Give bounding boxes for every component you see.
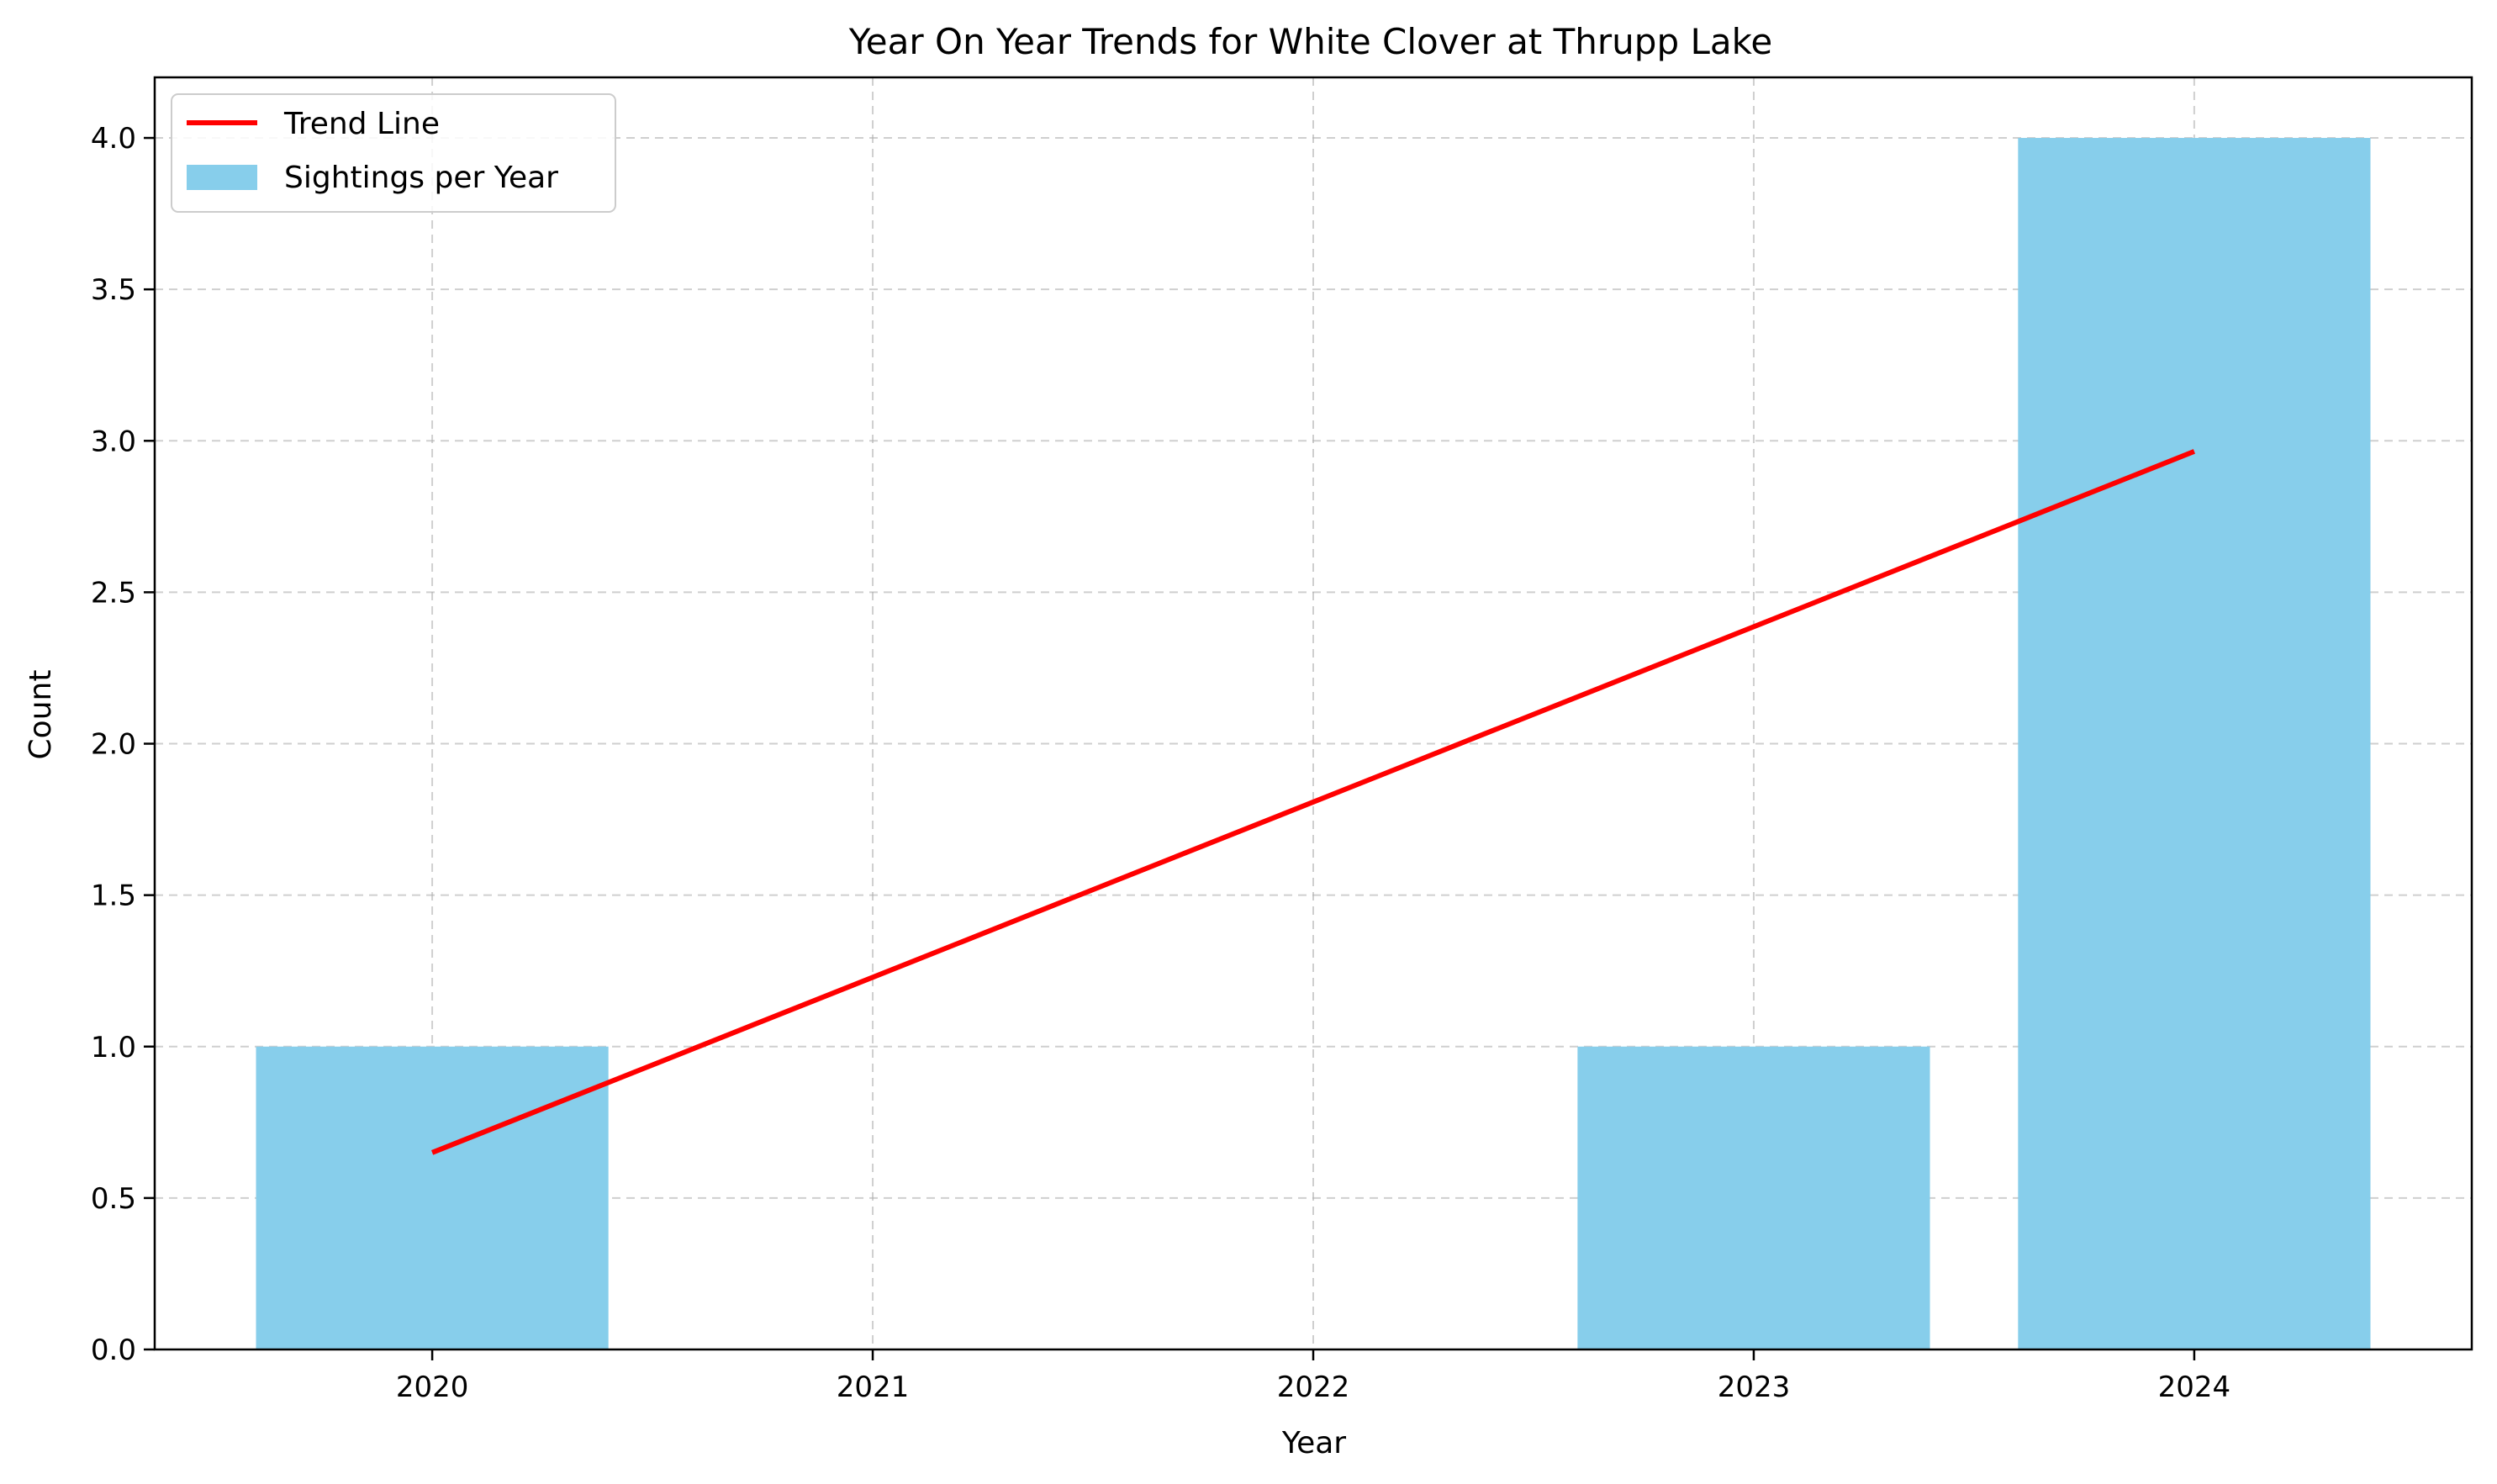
- y-tick-label-1.5: 1.5: [91, 879, 136, 913]
- y-tick-label-1.0: 1.0: [91, 1031, 136, 1064]
- y-tick-label-2.0: 2.0: [91, 728, 136, 762]
- legend-box: [171, 93, 616, 213]
- bars: [256, 138, 2371, 1350]
- trend-line: [430, 449, 2196, 1155]
- y-axis-label: Count: [24, 670, 58, 760]
- y-tick-label-3.0: 3.0: [91, 425, 136, 458]
- legend: Trend Line Sightings per Year: [171, 93, 616, 213]
- y-tick-label-3.5: 3.5: [91, 273, 136, 307]
- bar-2020: [256, 1046, 609, 1349]
- chart-title: Year On Year Trends for White Clover at …: [848, 21, 1773, 62]
- y-tick-label-2.5: 2.5: [91, 576, 136, 610]
- legend-swatch-sightings: [187, 165, 257, 190]
- y-tick-label-4.0: 4.0: [91, 122, 136, 156]
- x-tick-label-2023: 2023: [1718, 1370, 1791, 1404]
- x-tick-label-2024: 2024: [2158, 1370, 2231, 1404]
- legend-label-trend-line: Trend Line: [283, 107, 440, 141]
- bar-2023: [1577, 1046, 1930, 1349]
- x-tick-label-2020: 2020: [396, 1370, 469, 1404]
- bar-2024: [2018, 138, 2371, 1350]
- y-tick-label-0.5: 0.5: [91, 1182, 136, 1216]
- y-axis-ticks: 0.0 0.5 1.0 1.5 2.0 2.5 3.0 3.5 4.0: [91, 122, 155, 1367]
- legend-label-sightings: Sightings per Year: [284, 161, 558, 195]
- x-axis-label: Year: [1281, 1426, 1346, 1460]
- trend-line-layer: [430, 449, 2196, 1155]
- x-axis-ticks: 2020 2021 2022 2023 2024: [396, 1349, 2230, 1404]
- y-tick-label-0.0: 0.0: [91, 1333, 136, 1367]
- x-tick-label-2021: 2021: [837, 1370, 910, 1404]
- x-tick-label-2022: 2022: [1277, 1370, 1350, 1404]
